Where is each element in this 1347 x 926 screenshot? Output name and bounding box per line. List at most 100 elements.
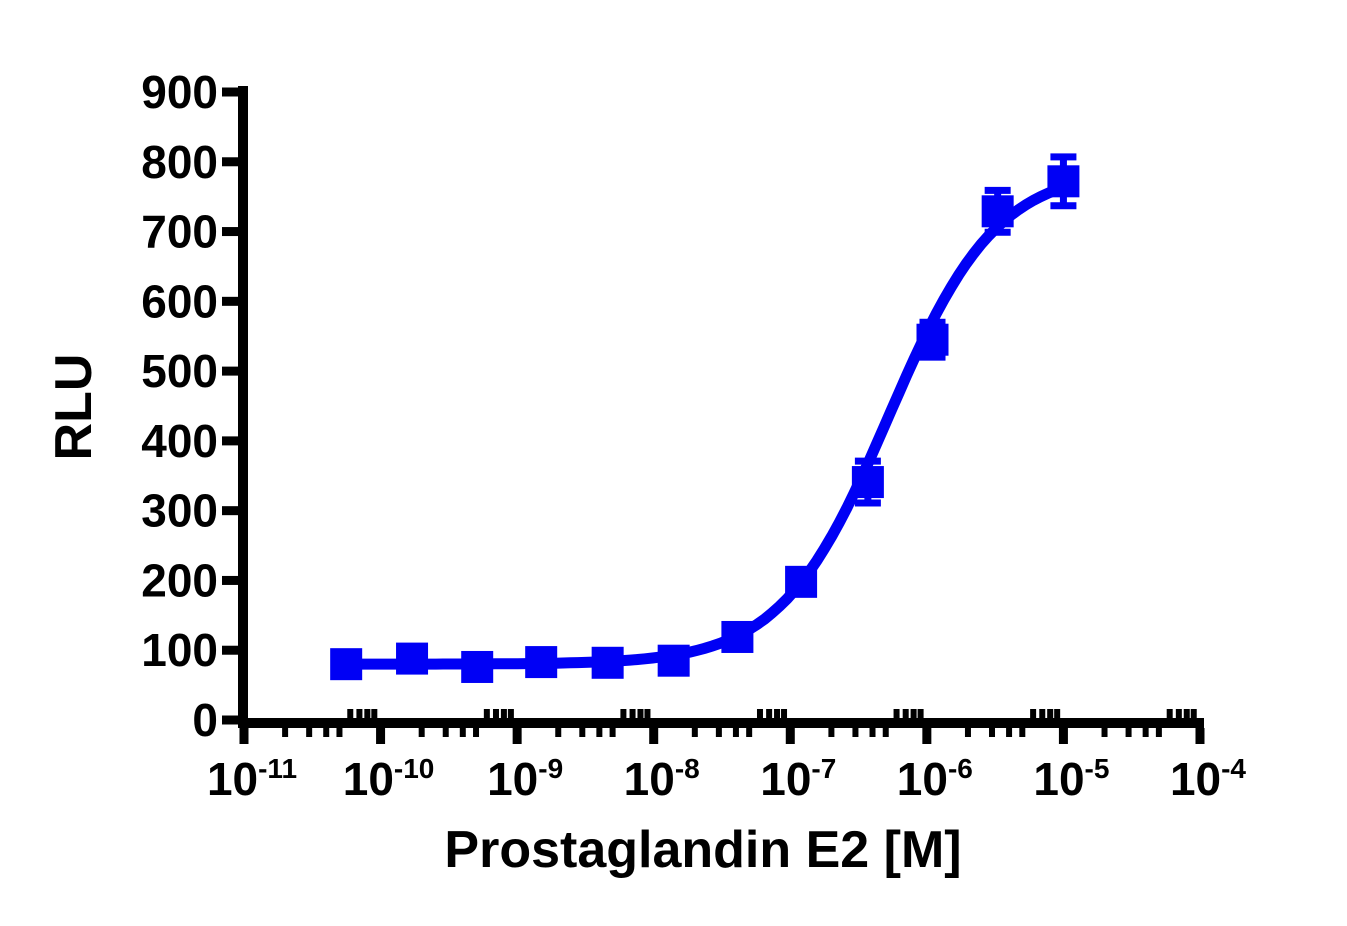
- x-minor-tick: [1039, 709, 1046, 718]
- x-minor-tick: [500, 709, 507, 718]
- y-major-tick: [222, 436, 238, 446]
- x-major-tick: [1058, 728, 1068, 744]
- y-tick-label: 600: [141, 275, 218, 327]
- x-minor-tick: [1166, 709, 1173, 718]
- x-minor-tick: [691, 728, 698, 737]
- x-minor-tick: [1142, 728, 1149, 737]
- x-minor-tick: [629, 709, 636, 718]
- data-point-marker: [330, 648, 363, 681]
- error-bar-cap-top: [1050, 153, 1077, 161]
- x-minor-tick: [902, 709, 909, 718]
- x-minor-tick: [492, 709, 499, 718]
- x-minor-tick: [555, 728, 562, 737]
- x-tick-label: 10-11: [207, 753, 297, 805]
- x-minor-tick: [917, 709, 924, 718]
- x-minor-tick: [732, 728, 739, 737]
- y-tick-label: 800: [141, 136, 218, 188]
- x-minor-tick: [364, 709, 371, 718]
- x-minor-tick: [828, 728, 835, 737]
- x-minor-tick: [1047, 709, 1054, 718]
- y-tick-label: 700: [141, 206, 218, 258]
- x-major-tick: [512, 728, 522, 744]
- data-point-marker: [657, 644, 690, 677]
- x-axis-line: [238, 718, 1204, 728]
- x-minor-tick: [1054, 709, 1061, 718]
- x-minor-tick: [746, 728, 753, 737]
- x-minor-tick: [869, 728, 876, 737]
- x-minor-tick: [306, 728, 313, 737]
- x-major-tick: [239, 728, 249, 744]
- y-major-tick: [222, 157, 238, 167]
- y-major-tick: [222, 645, 238, 655]
- x-minor-tick: [418, 728, 425, 737]
- data-point-marker: [1047, 165, 1080, 198]
- x-tick-label: 10-8: [624, 753, 700, 805]
- y-major-tick: [222, 506, 238, 516]
- x-minor-tick: [1006, 728, 1013, 737]
- y-tick-label: 300: [141, 485, 218, 537]
- error-bar-cap-bottom: [984, 228, 1011, 236]
- x-minor-tick: [1101, 728, 1108, 737]
- y-tick-label: 200: [141, 554, 218, 606]
- x-minor-tick: [579, 728, 586, 737]
- x-minor-tick: [766, 709, 773, 718]
- x-tick-label: 10-9: [487, 753, 563, 805]
- y-major-tick: [222, 366, 238, 376]
- y-tick-label: 0: [192, 694, 218, 746]
- data-point-marker: [591, 646, 624, 679]
- data-point-marker: [851, 466, 884, 499]
- x-axis-title: Prostaglandin E2 [M]: [444, 821, 962, 879]
- x-minor-tick: [371, 709, 378, 718]
- data-point-marker: [981, 195, 1014, 228]
- x-minor-tick: [644, 709, 651, 718]
- x-minor-tick: [1125, 728, 1132, 737]
- y-tick-label: 900: [141, 66, 218, 118]
- x-major-tick: [922, 728, 932, 744]
- error-bar-cap-top: [919, 318, 946, 326]
- x-minor-tick: [356, 709, 363, 718]
- error-bar-cap-bottom: [854, 499, 881, 507]
- error-bar-cap-top: [984, 186, 1011, 194]
- x-major-tick: [649, 728, 659, 744]
- axes: [238, 86, 1204, 728]
- y-major-tick: [222, 575, 238, 585]
- x-major-tick: [376, 728, 386, 744]
- x-minor-tick: [473, 728, 480, 737]
- x-minor-tick: [483, 709, 490, 718]
- data-point-marker: [785, 565, 818, 598]
- x-minor-tick: [1019, 728, 1026, 737]
- x-tick-label: 10-5: [1033, 753, 1109, 805]
- data-point-marker: [916, 323, 949, 356]
- x-minor-tick: [1190, 709, 1197, 718]
- error-bar-cap-top: [854, 457, 881, 465]
- y-major-tick: [222, 715, 238, 725]
- x-minor-tick: [1030, 709, 1037, 718]
- x-minor-tick: [852, 728, 859, 737]
- x-minor-tick: [1155, 728, 1162, 737]
- x-minor-tick: [282, 728, 289, 737]
- y-axis-labels: 0 100 200 300 400 500 600 700 800 900: [141, 66, 218, 746]
- x-axis-labels: 10-11 10-10 10-9 10-8 10-7 10-6 10-5 10-4: [207, 753, 1247, 805]
- x-minor-tick: [893, 709, 900, 718]
- x-minor-tick: [715, 728, 722, 737]
- x-tick-label: 10-7: [760, 753, 836, 805]
- x-major-tick: [1195, 728, 1205, 744]
- fit-curve: [340, 181, 1069, 670]
- x-minor-tick: [323, 728, 330, 737]
- x-minor-tick: [336, 728, 343, 737]
- y-major-tick: [222, 296, 238, 306]
- x-minor-tick: [442, 728, 449, 737]
- x-minor-tick: [596, 728, 603, 737]
- x-tick-label: 10-4: [1170, 753, 1246, 805]
- x-minor-tick: [620, 709, 627, 718]
- y-major-tick: [222, 227, 238, 237]
- x-minor-tick: [964, 728, 971, 737]
- x-minor-tick: [459, 728, 466, 737]
- x-minor-tick: [989, 728, 996, 737]
- x-minor-ticks: [282, 709, 1197, 737]
- data-point-marker: [396, 642, 429, 675]
- data-point-marker: [721, 620, 754, 653]
- x-tick-label: 10-10: [343, 753, 435, 805]
